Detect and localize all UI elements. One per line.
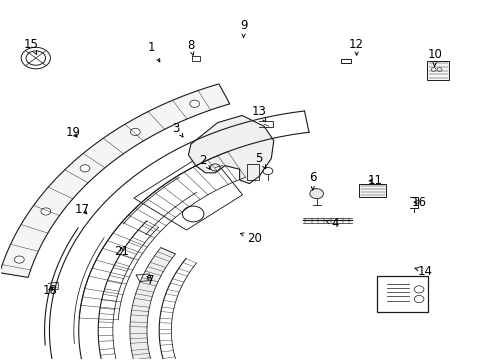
Text: 5: 5 [255, 152, 265, 168]
Text: 11: 11 [367, 174, 382, 187]
Text: 13: 13 [251, 105, 266, 122]
Polygon shape [188, 116, 273, 184]
Text: 9: 9 [239, 19, 247, 38]
Text: 12: 12 [348, 38, 364, 55]
Bar [246, 164, 259, 180]
Circle shape [80, 165, 90, 172]
Text: 21: 21 [114, 244, 129, 257]
Text: 6: 6 [308, 171, 316, 190]
Circle shape [309, 189, 323, 199]
Circle shape [41, 208, 51, 215]
Circle shape [130, 128, 140, 135]
Text: 3: 3 [172, 122, 183, 137]
Bar [358, 184, 385, 197]
Text: 15: 15 [23, 38, 38, 54]
Text: 18: 18 [43, 284, 58, 297]
Bar [427, 60, 448, 80]
Text: 4: 4 [325, 217, 338, 230]
Circle shape [15, 256, 24, 263]
Text: 1: 1 [148, 41, 160, 62]
Text: 7: 7 [147, 274, 154, 287]
Text: 10: 10 [427, 48, 441, 67]
Text: 8: 8 [187, 39, 194, 55]
Bar [376, 276, 427, 312]
Polygon shape [130, 248, 175, 360]
Circle shape [189, 100, 199, 107]
Text: 19: 19 [65, 126, 80, 139]
Text: 14: 14 [414, 265, 431, 278]
Text: 16: 16 [411, 196, 426, 209]
Text: 20: 20 [240, 231, 261, 244]
Text: 17: 17 [75, 203, 90, 216]
Text: 2: 2 [199, 154, 209, 169]
Polygon shape [0, 84, 229, 278]
